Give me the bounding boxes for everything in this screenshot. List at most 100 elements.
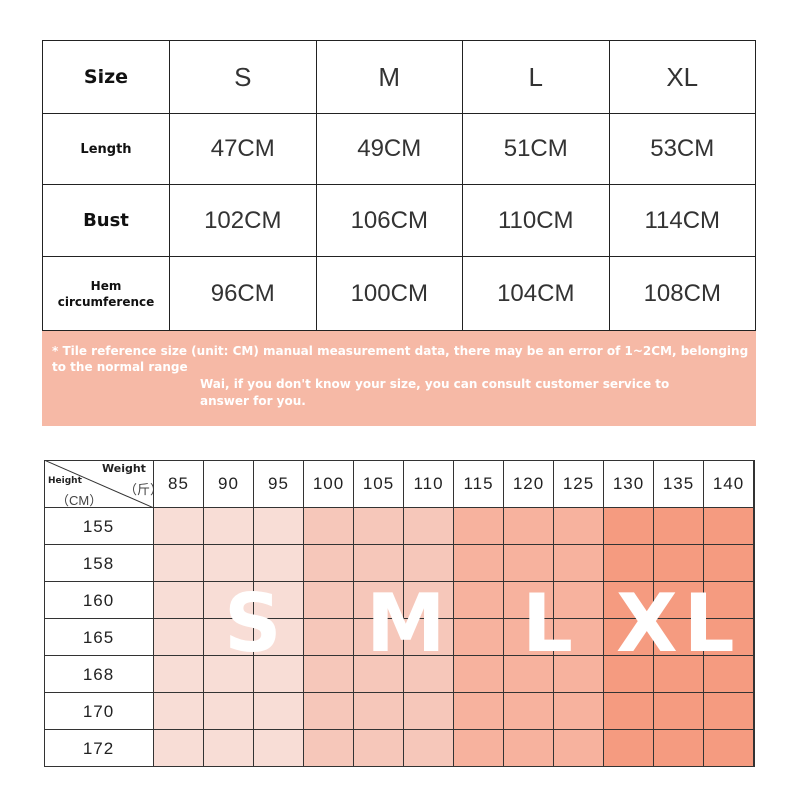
size-cell-158-100 <box>304 545 354 582</box>
weight-header-130: 130 <box>604 460 654 508</box>
size-band-label-xl: XL <box>616 577 741 670</box>
weight-header-90: 90 <box>204 460 254 508</box>
size-cell-168-135 <box>654 656 704 693</box>
size-cell-170-140 <box>704 693 754 730</box>
height-row-label-158: 158 <box>44 545 154 582</box>
size-cell-168-110 <box>404 656 454 693</box>
size-cell-165-100 <box>304 619 354 656</box>
height-row-label-155: 155 <box>44 508 154 545</box>
size-cell-170-130 <box>604 693 654 730</box>
size-cell-170-85 <box>154 693 204 730</box>
length-s-value: 47CM <box>169 113 317 185</box>
size-cell-158-85 <box>154 545 204 582</box>
hem-l-value: 104CM <box>462 256 610 331</box>
size-cell-155-130 <box>604 508 654 545</box>
size-cell-155-85 <box>154 508 204 545</box>
size-cell-160-105 <box>354 582 404 619</box>
size-band-label-s: S <box>224 577 288 670</box>
size-cell-160-140 <box>704 582 754 619</box>
weight-header-110: 110 <box>404 460 454 508</box>
size-cell-158-105 <box>354 545 404 582</box>
length-label: Length <box>42 113 170 185</box>
hem-xl-value: 108CM <box>608 256 756 331</box>
size-cell-158-135 <box>654 545 704 582</box>
note-customer-service-text: Wai, if you don't know your size, you ca… <box>200 377 670 408</box>
size-cell-165-90 <box>204 619 254 656</box>
weight-header-125: 125 <box>554 460 604 508</box>
height-unit-label: （CM） <box>56 493 103 508</box>
weight-header-135: 135 <box>654 460 704 508</box>
bust-label: Bust <box>42 184 170 257</box>
size-cell-155-105 <box>354 508 404 545</box>
size-cell-160-115 <box>454 582 504 619</box>
size-cell-168-100 <box>304 656 354 693</box>
size-cell-158-115 <box>454 545 504 582</box>
size-l-header: L <box>462 40 610 114</box>
size-band-label-l: L <box>522 577 579 670</box>
size-cell-165-85 <box>154 619 204 656</box>
size-cell-168-90 <box>204 656 254 693</box>
size-cell-172-95 <box>254 730 304 767</box>
size-cell-168-115 <box>454 656 504 693</box>
length-xl-value: 53CM <box>608 113 756 185</box>
weight-header-105: 105 <box>354 460 404 508</box>
size-cell-158-120 <box>504 545 554 582</box>
size-cell-160-130 <box>604 582 654 619</box>
length-m-value: 49CM <box>315 113 463 185</box>
size-cell-172-100 <box>304 730 354 767</box>
size-cell-160-135 <box>654 582 704 619</box>
size-label-cell: Size <box>42 40 170 114</box>
size-cell-172-130 <box>604 730 654 767</box>
weight-header-140: 140 <box>704 460 754 508</box>
size-cell-160-85 <box>154 582 204 619</box>
size-cell-170-125 <box>554 693 604 730</box>
size-cell-172-120 <box>504 730 554 767</box>
hem-label-line1: Hem <box>90 278 122 293</box>
size-cell-165-125 <box>554 619 604 656</box>
size-cell-160-110 <box>404 582 454 619</box>
height-row-label-172: 172 <box>44 730 154 767</box>
size-cell-168-120 <box>504 656 554 693</box>
size-cell-165-110 <box>404 619 454 656</box>
height-axis-label: Height <box>48 476 82 486</box>
weight-axis-label: Weight <box>102 462 146 475</box>
weight-header-100: 100 <box>304 460 354 508</box>
size-cell-170-120 <box>504 693 554 730</box>
hem-m-value: 100CM <box>315 256 463 331</box>
size-cell-172-125 <box>554 730 604 767</box>
weight-header-115: 115 <box>454 460 504 508</box>
size-band-label-m: M <box>366 577 452 670</box>
size-cell-165-95 <box>254 619 304 656</box>
size-cell-168-140 <box>704 656 754 693</box>
size-cell-160-95 <box>254 582 304 619</box>
height-row-label-160: 160 <box>44 582 154 619</box>
size-cell-155-135 <box>654 508 704 545</box>
size-cell-168-125 <box>554 656 604 693</box>
size-cell-155-115 <box>454 508 504 545</box>
size-cell-160-125 <box>554 582 604 619</box>
size-cell-170-100 <box>304 693 354 730</box>
size-cell-155-120 <box>504 508 554 545</box>
size-cell-172-105 <box>354 730 404 767</box>
hem-s-value: 96CM <box>169 256 317 331</box>
bust-row: Bust 102CM 106CM 110CM 114CM <box>42 184 756 257</box>
size-cell-165-105 <box>354 619 404 656</box>
size-cell-170-115 <box>454 693 504 730</box>
height-row-label-170: 170 <box>44 693 154 730</box>
corner-cell-border <box>44 460 154 508</box>
bust-l-value: 110CM <box>462 184 610 257</box>
size-cell-158-140 <box>704 545 754 582</box>
size-cell-172-115 <box>454 730 504 767</box>
length-l-value: 51CM <box>462 113 610 185</box>
measurement-note-banner: * Tile reference size (unit: CM) manual … <box>42 331 756 426</box>
height-row-label-165: 165 <box>44 619 154 656</box>
size-cell-172-85 <box>154 730 204 767</box>
size-xl-header: XL <box>608 40 756 114</box>
size-cell-155-100 <box>304 508 354 545</box>
size-cell-165-140 <box>704 619 754 656</box>
size-cell-168-95 <box>254 656 304 693</box>
bust-s-value: 102CM <box>169 184 317 257</box>
bust-m-value: 106CM <box>315 184 463 257</box>
bust-xl-value: 114CM <box>608 184 756 257</box>
size-cell-165-130 <box>604 619 654 656</box>
